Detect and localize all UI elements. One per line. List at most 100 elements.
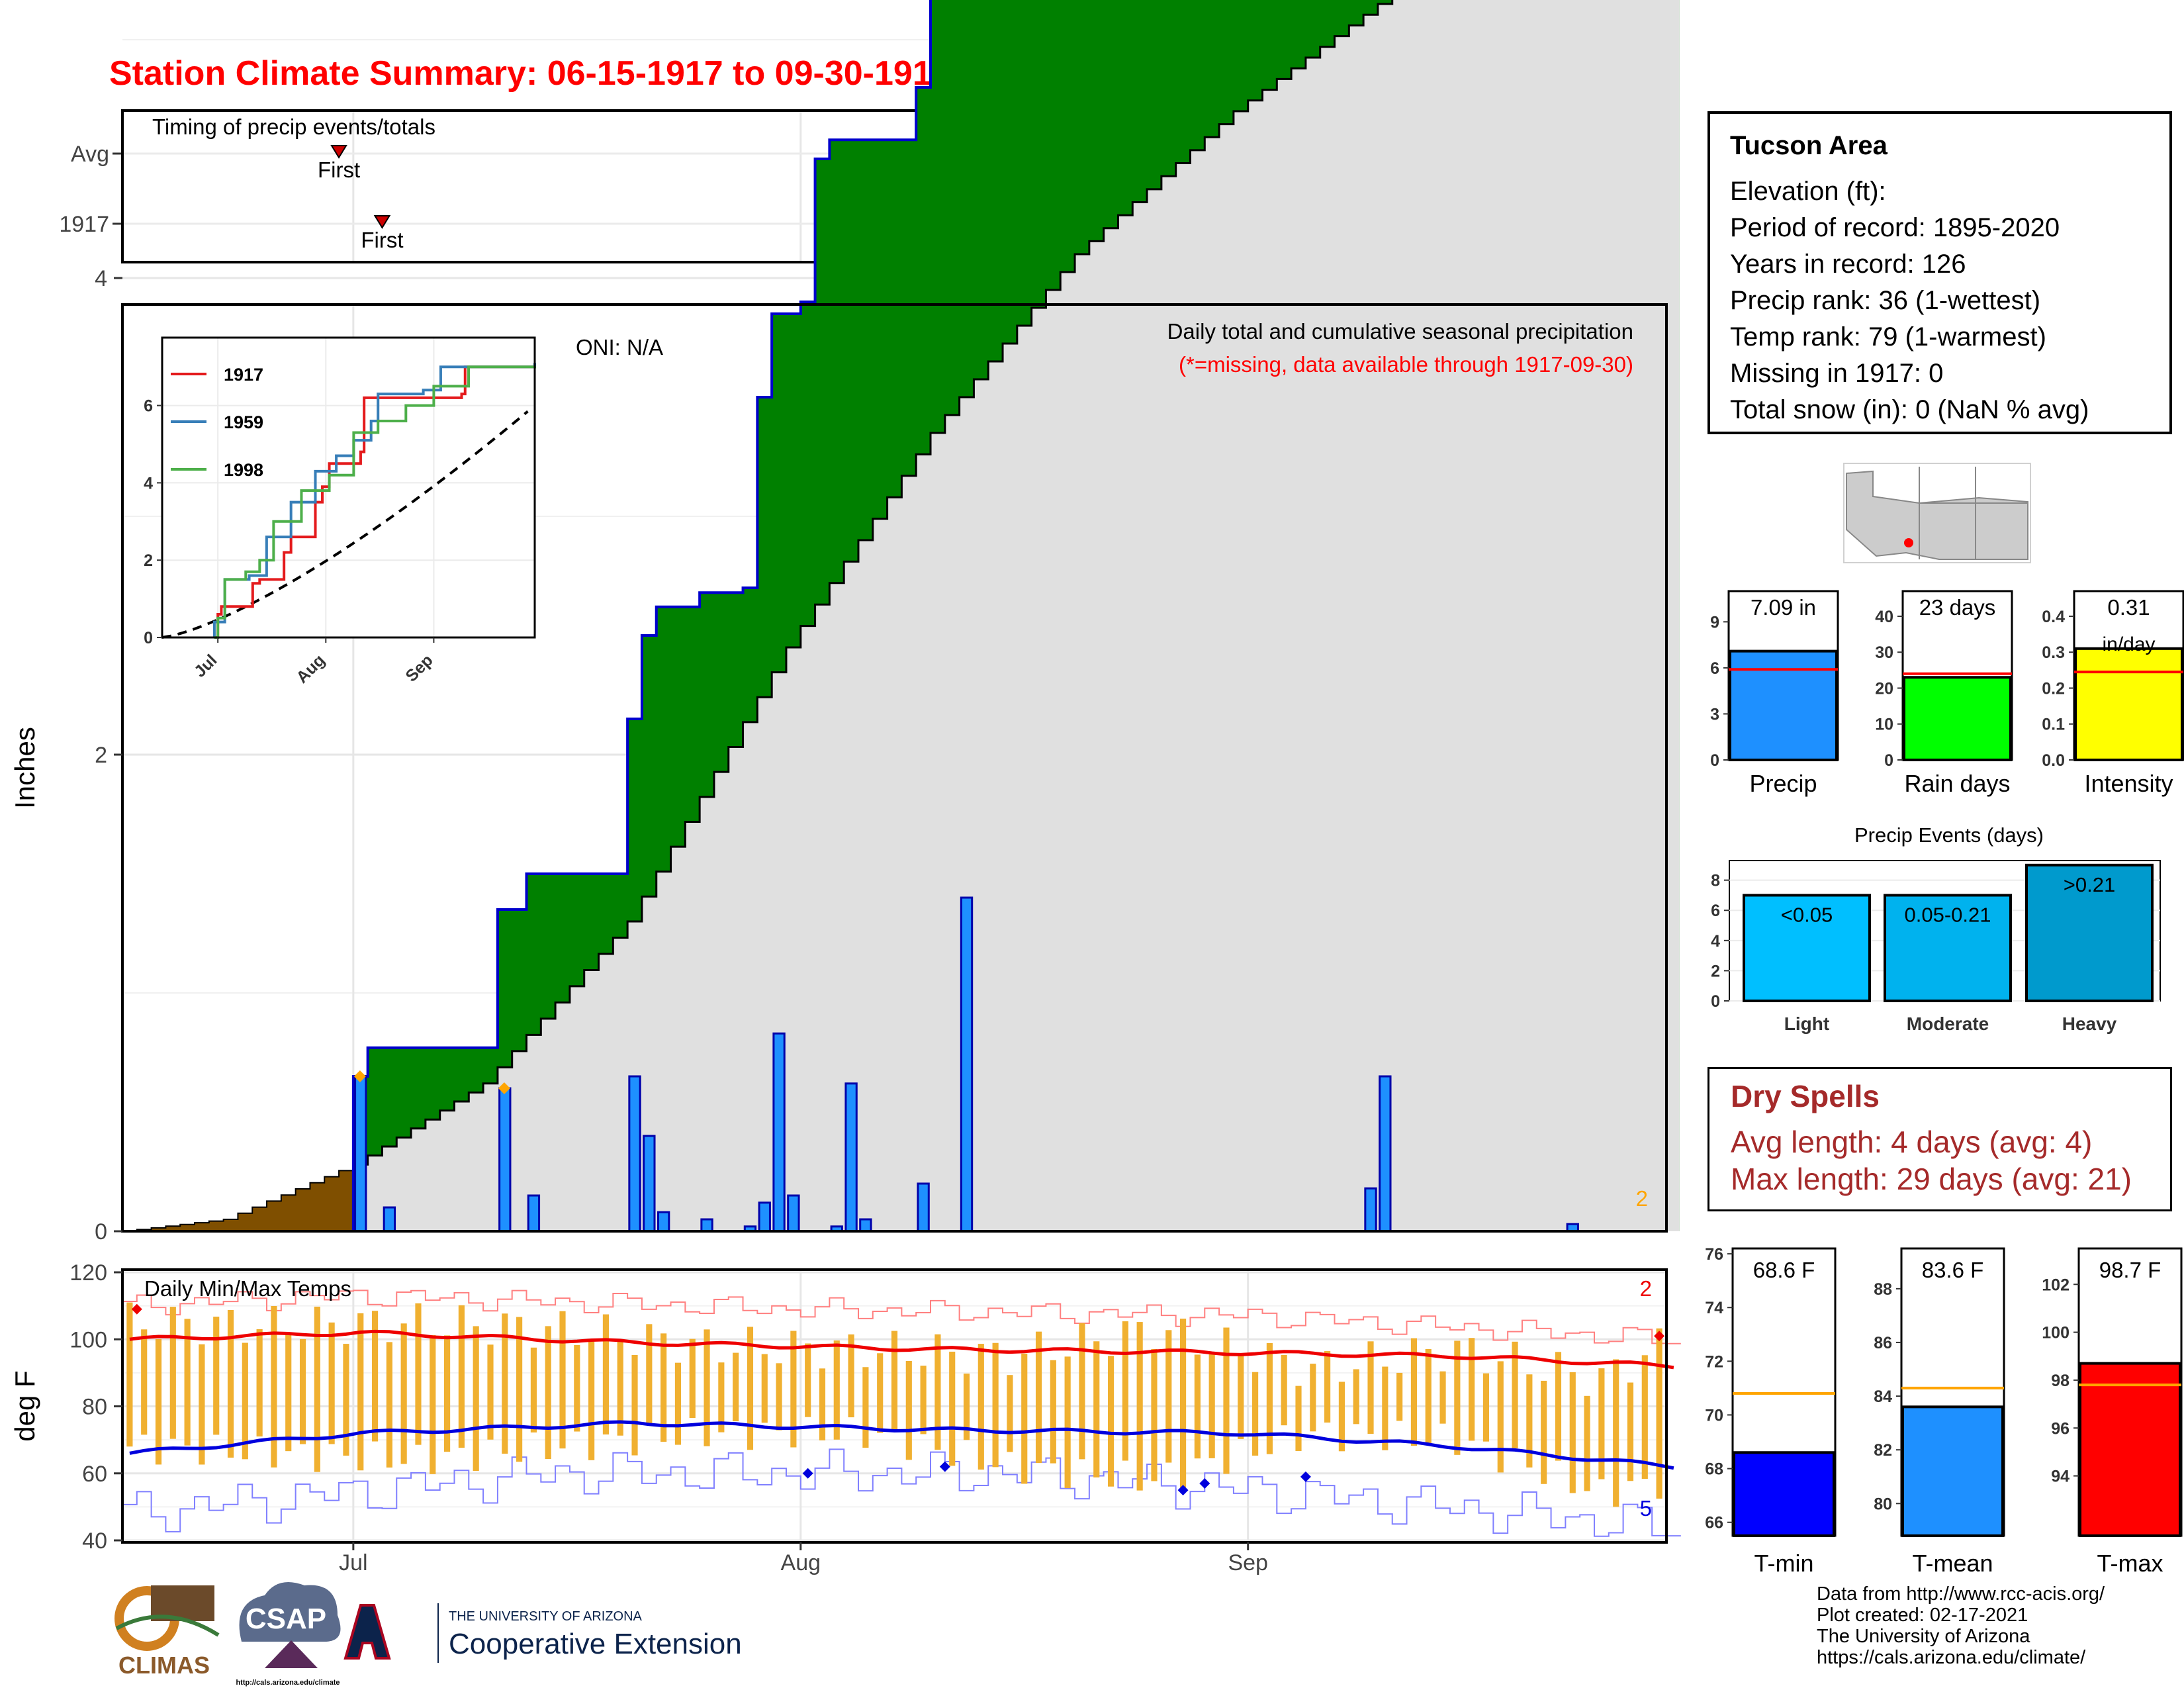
daily-temp-range-bar — [776, 1363, 782, 1430]
daily-precip-bar — [1379, 1075, 1392, 1233]
daily-temp-range-bar — [1208, 1352, 1215, 1458]
temp-panel-title: Daily Min/Max Temps — [144, 1276, 351, 1301]
inset-y-tick-label: 0 — [144, 629, 153, 647]
inset-frame — [161, 336, 536, 639]
events-y-tick-label: 8 — [1711, 872, 1720, 890]
daily-precip-bar — [498, 1087, 512, 1233]
events-y-tick-label: 2 — [1711, 962, 1720, 980]
summary-value-label: 0.31 — [2107, 595, 2150, 620]
station-missing: Missing in 1917: 0 — [1730, 359, 1944, 388]
station-temp-rank: Temp rank: 79 (1-warmest) — [1730, 322, 2046, 352]
summary-value-unit: in/day — [2102, 633, 2155, 655]
temp-x-tick-label: Aug — [781, 1550, 821, 1575]
daily-temp-range-bar — [1497, 1361, 1504, 1473]
daily-temp-range-bar — [1382, 1366, 1388, 1450]
daily-temp-range-bar — [963, 1373, 970, 1440]
station-elevation: Elevation (ft): — [1730, 177, 1886, 206]
precip-panel-header: Daily total and cumulative seasonal prec… — [1167, 319, 1633, 344]
precip-frame — [121, 303, 1668, 1233]
daily-temp-range-bar — [631, 1354, 638, 1456]
events-bar-label: >0.21 — [2064, 873, 2115, 896]
temp-y-tick-label: 60 — [82, 1462, 107, 1487]
daily-temp-range-bar — [1598, 1368, 1605, 1479]
daily-temp-range-bar — [1482, 1373, 1490, 1442]
precip-y-tick-label: 0 — [95, 1219, 107, 1244]
daily-temp-range-bar — [1555, 1352, 1562, 1461]
events-y-tick-label: 4 — [1711, 932, 1720, 951]
record-low-marker — [1177, 1485, 1189, 1496]
daily-temp-range-bar — [559, 1311, 566, 1449]
daily-temp-range-bar — [877, 1353, 884, 1433]
events-bar-moderate — [1884, 894, 2012, 1002]
daily-temp-range-bar — [1641, 1355, 1648, 1479]
temp-summary-y-tick-label: 68 — [1705, 1460, 1723, 1479]
daily-temp-range-bar — [1266, 1342, 1273, 1454]
daily-temp-range-bar — [357, 1313, 364, 1471]
daily-precip-bar — [758, 1201, 771, 1233]
inset-legend-label: 1959 — [224, 412, 263, 432]
temp-summary-x-label: T-mean — [1912, 1550, 1993, 1577]
daily-temp-range-bar — [718, 1362, 725, 1432]
summary-y-tick-label: 3 — [1710, 705, 1719, 724]
daily-precip-bar — [844, 1082, 858, 1233]
station-name: Tucson Area — [1730, 131, 1888, 160]
record-max-count: 2 — [1640, 1276, 1652, 1301]
temp-summary-y-tick-label: 102 — [2042, 1276, 2070, 1294]
record-precip-marker — [498, 1082, 510, 1094]
daily-temp-range-bar — [1007, 1375, 1013, 1452]
daily-temp-range-bar — [1281, 1354, 1287, 1426]
credit-data-source: Data from http://www.rcc-acis.org/ — [1817, 1583, 2105, 1605]
csap-logo-mountain — [265, 1640, 318, 1668]
inset-series-line-1917 — [216, 363, 536, 637]
daily-temp-range-bar — [1541, 1380, 1547, 1484]
daily-temp-range-bar — [415, 1303, 422, 1445]
credit-url: https://cals.arizona.edu/climate/ — [1817, 1647, 2086, 1668]
daily-temp-range-bar — [862, 1367, 869, 1448]
csap-logo-text: CSAP — [246, 1603, 326, 1635]
daily-temp-range-bar — [674, 1362, 682, 1445]
record-low-marker — [1300, 1471, 1311, 1482]
inset-y-tick-label: 4 — [144, 474, 153, 492]
temp-summary-value-label: 98.7 F — [2099, 1258, 2161, 1282]
temp-summary-y-tick-label: 82 — [1874, 1441, 1892, 1460]
daily-temp-range-bar — [213, 1317, 220, 1435]
daily-temp-range-bar — [1122, 1321, 1128, 1461]
events-bar-label: <0.05 — [1781, 903, 1833, 926]
station-info-box: Tucson Area Elevation (ft): Period of re… — [1707, 111, 2172, 434]
events-x-label: Heavy — [2062, 1013, 2117, 1034]
ua-logo-a — [343, 1604, 391, 1660]
dry-spells-avg: Avg length: 4 days (avg: 4) — [1731, 1125, 2093, 1159]
credit-university: The University of Arizona — [1817, 1626, 2030, 1647]
daily-temp-range-bar — [588, 1341, 595, 1460]
daily-temp-range-bar — [617, 1340, 623, 1436]
inset-legend-label: 1998 — [224, 460, 263, 480]
daily-precip-bar — [859, 1218, 872, 1233]
daily-temp-range-bar — [343, 1344, 349, 1456]
daily-temp-range-bar — [184, 1319, 191, 1446]
daily-temp-range-bar — [444, 1335, 451, 1452]
daily-precip-bar — [643, 1135, 656, 1233]
daily-temp-range-bar — [502, 1313, 508, 1454]
summary-y-tick-label: 0.3 — [2042, 643, 2065, 662]
timing-first-label: First — [318, 158, 360, 182]
daily-precip-bar — [960, 896, 974, 1233]
daily-temp-range-bar — [747, 1327, 754, 1450]
oni-label: ONI: N/A — [576, 335, 663, 359]
summary-y-tick-label: 6 — [1710, 659, 1719, 678]
daily-temp-range-bar — [1584, 1395, 1590, 1491]
temp-summary-bar-t-mean — [1901, 1405, 2004, 1537]
daily-temp-range-bar — [199, 1344, 205, 1465]
daily-temp-range-bar — [1338, 1382, 1345, 1452]
timing-row-label: Avg — [71, 142, 109, 167]
temp-summary-bar-t-max — [2079, 1362, 2181, 1538]
daily-temp-range-bar — [1396, 1372, 1403, 1421]
precip-y-axis-label: Inches — [9, 727, 40, 809]
temp-summary-y-tick-label: 74 — [1705, 1299, 1723, 1317]
daily-temp-range-bar — [169, 1307, 176, 1439]
events-y-tick-label: 6 — [1711, 902, 1720, 920]
temp-summary-y-tick-label: 100 — [2042, 1324, 2070, 1342]
temp-summary-y-tick-label: 72 — [1705, 1352, 1723, 1371]
daily-temp-range-bar — [155, 1338, 162, 1465]
temp-summary-y-tick-label: 76 — [1705, 1245, 1723, 1264]
